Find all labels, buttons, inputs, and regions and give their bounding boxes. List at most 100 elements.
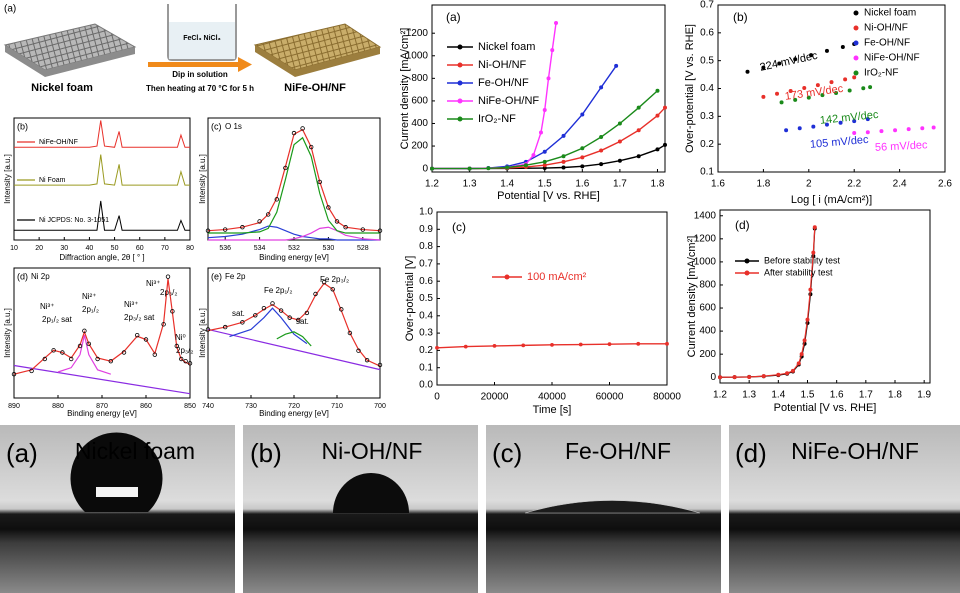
- beaker: [167, 4, 237, 61]
- data-point: [542, 163, 547, 168]
- panel-label: (e): [211, 271, 222, 281]
- x-tick-label: 528: [357, 245, 369, 252]
- photo: [729, 425, 960, 593]
- legend-label: NiFe-OH/NF: [39, 139, 78, 146]
- legend-label: Fe-OH/NF: [478, 77, 529, 89]
- panel-label: (c): [211, 121, 222, 131]
- legend-marker: [457, 80, 463, 86]
- x-tick-label: 60: [136, 245, 144, 252]
- x-tick-label: 1.7: [859, 390, 873, 401]
- step: Then heating at 70 °C for 5 h: [146, 84, 254, 93]
- data-point: [868, 85, 873, 90]
- data-point: [261, 305, 267, 311]
- data-point: [790, 368, 795, 373]
- y-tick-label: 0.6: [700, 27, 714, 38]
- x-tick-label: 70: [161, 245, 169, 252]
- data-point: [599, 85, 604, 90]
- photo-label: (c): [492, 438, 522, 468]
- y-tick-label: 0.2: [419, 345, 433, 356]
- annotation: 224 mV/dec: [759, 50, 819, 74]
- y-tick-label: 1200: [694, 233, 717, 244]
- panel-label: (a): [446, 10, 461, 24]
- data-point: [42, 356, 47, 362]
- data-point: [291, 130, 297, 136]
- panel-label: (a): [4, 4, 16, 15]
- x-tick-label: 2.4: [893, 179, 907, 190]
- annotation: 2p₃/₂: [176, 346, 193, 355]
- data-point: [304, 310, 310, 316]
- x-tick-label: 740: [202, 403, 214, 410]
- legend-marker: [853, 25, 859, 31]
- data-point: [747, 375, 752, 380]
- data-point: [665, 341, 669, 346]
- data-point: [121, 350, 127, 355]
- data-point: [578, 342, 583, 347]
- series-line: [276, 331, 312, 347]
- data-point: [134, 332, 140, 338]
- x-tick-label: 1.8: [888, 390, 902, 401]
- legend-label: Before stability test: [764, 255, 841, 265]
- droplet: [524, 500, 701, 514]
- x-tick-label: 10: [10, 245, 18, 252]
- data-point: [796, 361, 801, 366]
- data-point: [824, 122, 829, 127]
- y-tick-label: 1000: [694, 257, 717, 268]
- data-point: [655, 88, 660, 93]
- data-point: [68, 356, 74, 362]
- data-point: [356, 348, 361, 353]
- data-point: [108, 358, 113, 364]
- annotation: 2p₁/₂: [82, 305, 99, 314]
- data-point: [178, 356, 184, 362]
- y-tick-label: 0.6: [419, 276, 433, 287]
- data-point: [51, 348, 56, 353]
- panel-label: (d): [17, 271, 28, 281]
- data-point: [300, 126, 305, 131]
- annotation: Fe 2p₃/₂: [320, 275, 349, 284]
- x-tick-label: 1.8: [651, 179, 665, 190]
- data-point: [505, 165, 510, 170]
- data-point: [636, 128, 641, 133]
- data-point: [663, 105, 668, 110]
- series-line: [208, 136, 380, 234]
- y-tick-label: 0.2: [700, 139, 714, 150]
- label: Nickel foam: [31, 82, 93, 94]
- data-point: [852, 131, 857, 136]
- series-line: [207, 282, 381, 367]
- droplet: [70, 432, 163, 512]
- y-axis-label: Intensity [a.u.]: [198, 308, 207, 358]
- data-point: [274, 197, 279, 202]
- series-line: [207, 128, 381, 232]
- highlight: [96, 487, 138, 497]
- data-point: [599, 162, 604, 167]
- data-point: [802, 338, 807, 343]
- photos: (a) Nickel foam (b) Ni-OH/NF (c) Fe-OH/N…: [0, 425, 960, 593]
- data-point: [820, 93, 825, 98]
- data-point: [561, 159, 566, 164]
- data-point: [205, 327, 211, 332]
- series-line: [229, 307, 308, 345]
- x-tick-label: 1.2: [425, 179, 439, 190]
- data-point: [317, 179, 322, 185]
- data-point: [788, 89, 793, 94]
- data-point: [580, 164, 585, 169]
- data-point: [542, 159, 547, 164]
- data-point: [531, 153, 536, 158]
- panel-label: (b): [733, 10, 748, 24]
- x-tick-label: 30: [60, 245, 68, 252]
- series-line: [14, 200, 190, 231]
- y-tick-label: 1000: [406, 50, 429, 61]
- x-tick-label: 1.5: [801, 390, 815, 401]
- annotation: Ni⁰: [175, 333, 186, 342]
- data-point: [523, 163, 528, 168]
- data-point: [838, 120, 843, 125]
- nickel-foam-side: [5, 45, 135, 77]
- y-tick-label: 600: [699, 303, 716, 314]
- data-point: [313, 291, 318, 297]
- legend-label: Nickel foam: [864, 8, 916, 19]
- y-tick-label: 0.5: [700, 55, 714, 66]
- x-tick-label: 530: [323, 245, 335, 252]
- x-tick-label: 850: [184, 403, 196, 410]
- x-tick-label: 2.6: [938, 179, 952, 190]
- data-point: [805, 317, 810, 322]
